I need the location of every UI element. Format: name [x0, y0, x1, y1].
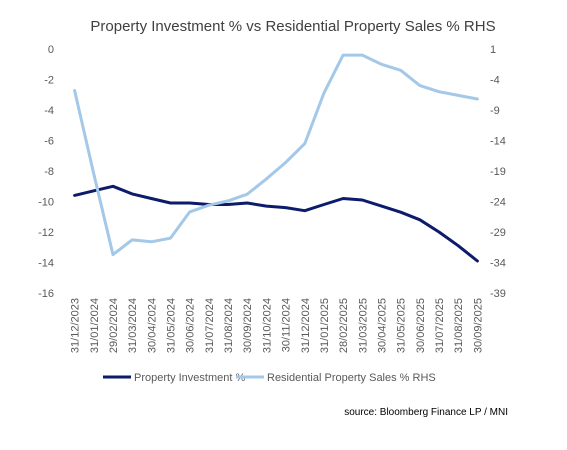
x-tick-label: 30/04/2024 [146, 298, 158, 353]
right-tick-label: -4 [490, 75, 500, 87]
x-tick-label: 31/08/2024 [223, 298, 235, 353]
right-tick-label: -14 [490, 136, 506, 148]
right-axis: 1 -4 -9 -14 -19 -24 -29 -34 -39 [490, 44, 506, 300]
chart-title: Property Investment % vs Residential Pro… [90, 18, 495, 35]
x-tick-label: 29/02/2024 [108, 298, 120, 353]
x-tick-label: 28/02/2025 [338, 298, 350, 353]
right-tick-label: -29 [490, 227, 506, 239]
right-tick-label: -24 [490, 197, 506, 209]
left-tick-label: -6 [44, 136, 54, 148]
left-axis: 0 -2 -4 -6 -8 -10 -12 -14 -16 [38, 44, 54, 300]
right-tick-label: -9 [490, 105, 500, 117]
x-tick-label: 31/08/2025 [453, 298, 465, 353]
x-tick-label: 31/12/2024 [300, 298, 312, 353]
right-tick-label: -34 [490, 258, 506, 270]
series-layer [73, 53, 479, 263]
left-tick-label: -14 [38, 258, 54, 270]
x-tick-label: 30/09/2024 [242, 298, 254, 353]
left-tick-label: -12 [38, 227, 54, 239]
left-tick-label: -2 [44, 75, 54, 87]
left-tick-label: 0 [48, 44, 54, 56]
x-tick-label: 31/12/2023 [70, 298, 82, 353]
x-tick-label: 30/11/2024 [281, 298, 293, 352]
right-tick-label: 1 [490, 44, 496, 56]
right-tick-label: -19 [490, 166, 506, 178]
left-tick-label: -10 [38, 197, 54, 209]
x-tick-label: 31/01/2025 [319, 298, 331, 353]
x-tick-label: 30/06/2025 [415, 298, 427, 353]
x-tick-label: 31/10/2024 [261, 298, 273, 353]
legend: Property Investment % Residential Propert… [103, 372, 436, 384]
left-tick-label: -8 [44, 166, 54, 178]
series-line-2 [73, 53, 479, 257]
x-tick-label: 30/04/2025 [377, 298, 389, 353]
right-tick-label: -39 [490, 288, 506, 300]
series-line-1 [73, 184, 479, 263]
legend-label-2: Residential Property Sales % RHS [267, 372, 436, 384]
x-tick-label: 31/01/2024 [89, 298, 101, 353]
legend-label-1: Property Investment % [134, 372, 245, 384]
x-tick-label: 30/09/2025 [472, 298, 484, 353]
source-note: source: Bloomberg Finance LP / MNI [344, 407, 508, 418]
x-tick-label: 31/07/2024 [204, 298, 216, 353]
left-tick-label: -16 [38, 288, 54, 300]
x-tick-label: 31/03/2025 [357, 298, 369, 353]
x-axis: 31/12/2023 31/01/2024 29/02/2024 31/03/2024… [70, 298, 485, 353]
left-tick-label: -4 [44, 105, 54, 117]
x-tick-label: 30/06/2024 [185, 298, 197, 353]
x-tick-label: 31/05/2024 [166, 298, 178, 353]
x-tick-label: 31/03/2024 [127, 298, 139, 353]
x-tick-label: 31/07/2025 [434, 298, 446, 353]
x-tick-label: 31/05/2025 [396, 298, 408, 353]
